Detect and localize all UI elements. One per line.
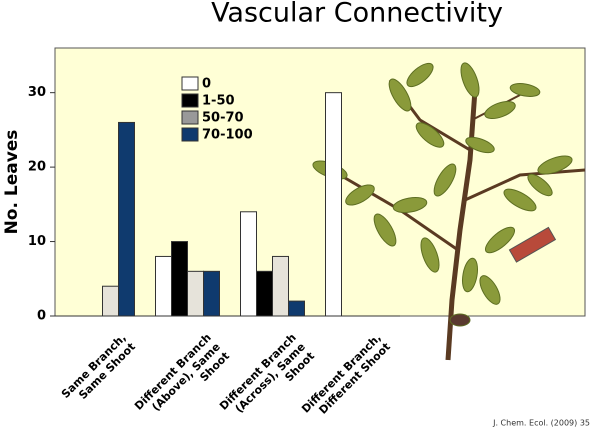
bar [118, 121, 135, 317]
legend-swatch [181, 76, 199, 91]
x-tick-label: Different Branch(Across), SameShoot [217, 331, 317, 430]
y-tick-label: 10 [28, 234, 46, 249]
bar [288, 300, 305, 317]
bar [171, 241, 188, 317]
y-tick-label: 20 [28, 160, 46, 175]
y-tick-label: 0 [37, 309, 46, 324]
y-tick-label: 30 [28, 85, 46, 100]
source: J. Chem. Ecol. (2009) 35 [492, 419, 590, 428]
legend-label: 50-70 [202, 111, 244, 126]
chart-title: Vascular Connectivity [211, 0, 503, 29]
plot-area [54, 47, 586, 317]
bar [256, 270, 273, 317]
x-tick-label: Same Branch,Same Shoot [59, 331, 138, 410]
bar [203, 270, 220, 317]
legend-label: 1-50 [202, 94, 235, 109]
bar [155, 255, 172, 317]
x-tick-label: Different Branch(Above), SameShoot [132, 331, 232, 430]
bar [102, 285, 119, 317]
bar [272, 255, 289, 317]
legend-swatch [181, 93, 199, 108]
y-axis-label: No. Leaves [2, 130, 22, 235]
legend-swatch [181, 110, 199, 125]
legend-swatch [181, 127, 199, 142]
legend-label: 70-100 [202, 128, 253, 143]
bar [187, 270, 204, 317]
bar [325, 92, 342, 317]
x-tick-label: Different Branch,Different Shoot [299, 331, 393, 425]
bar [240, 211, 257, 317]
legend-label: 0 [202, 77, 211, 92]
